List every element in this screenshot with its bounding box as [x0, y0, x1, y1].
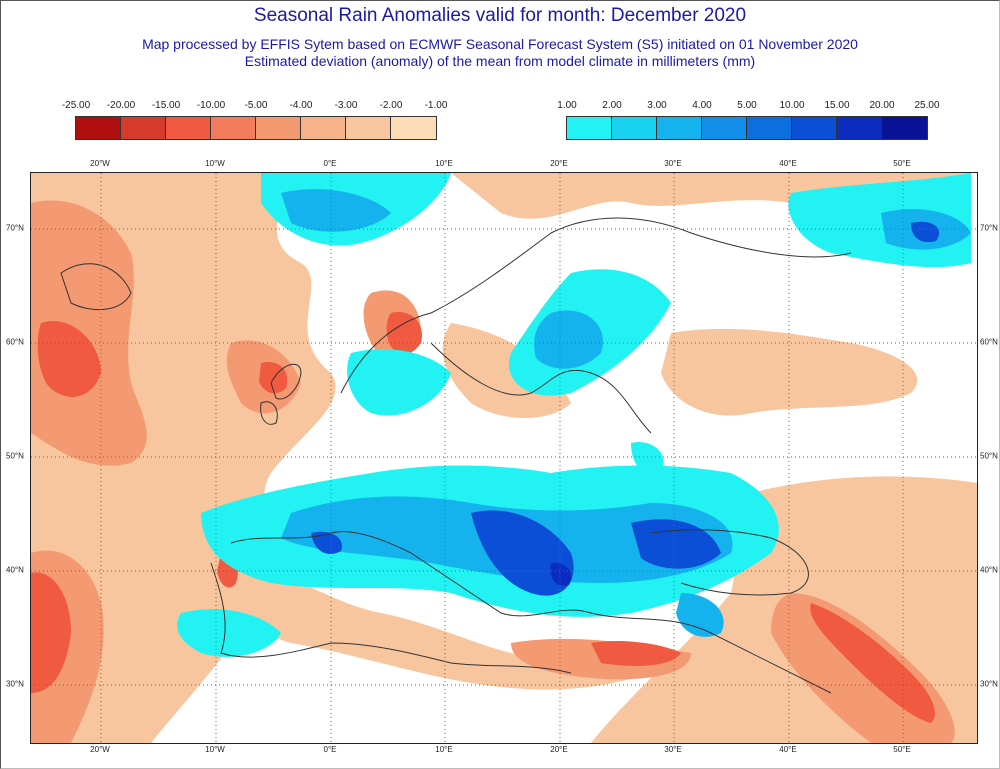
top-lon-tick-2: 0°E: [323, 159, 337, 168]
bottom-lon-tick-1: 10°W: [205, 745, 225, 754]
map-subtitle-processing: Map processed by EFFIS Sytem based on EC…: [142, 36, 858, 52]
bottom-lon-tick-0: 20°W: [90, 745, 110, 754]
map-subtitle-units: Estimated deviation (anomaly) of the mea…: [244, 53, 756, 69]
legend-positive-label-3: 4.00: [692, 100, 712, 111]
left-lat-tick-2: 50°N: [6, 451, 24, 461]
legend-positive-swatch-1: [612, 117, 657, 139]
top-lon-tick-5: 30°E: [664, 159, 682, 168]
map-title: Seasonal Rain Anomalies valid for month:…: [253, 5, 747, 26]
legend-negative-swatch-2: [166, 117, 211, 139]
legend-negative-label-1: -20.00: [106, 100, 136, 111]
right-lat-tick-4: 30°N: [980, 679, 998, 689]
left-lat-tick-0: 70°N: [6, 223, 24, 233]
legend-negative-label-3: -10.00: [196, 100, 226, 111]
top-lon-tick-6: 40°E: [779, 159, 797, 168]
legend-negative-swatch-6: [346, 117, 391, 139]
bottom-lon-tick-3: 10°E: [435, 745, 453, 754]
legend-positive-label-1: 2.00: [602, 100, 622, 111]
legend-negative-swatch-4: [256, 117, 301, 139]
legend-positive-label-7: 20.00: [869, 100, 895, 111]
legend-positive-label-5: 10.00: [779, 100, 805, 111]
legend-positive-label-2: 3.00: [647, 100, 667, 111]
legend-positive-swatch-6: [837, 117, 882, 139]
legend-positive-swatch-5: [792, 117, 837, 139]
right-lat-tick-0: 70°N: [980, 223, 998, 233]
legend-negative-label-8: -1.00: [424, 100, 448, 111]
bottom-lon-tick-5: 30°E: [664, 745, 682, 754]
left-lat-tick-3: 40°N: [6, 565, 24, 575]
legend-negative-label-7: -2.00: [379, 100, 403, 111]
right-lat-tick-2: 50°N: [980, 451, 998, 461]
legend-negative-swatch-7: [391, 117, 436, 139]
legend-negative-label-2: -15.00: [151, 100, 181, 111]
legend-positive-label-6: 15.00: [824, 100, 850, 111]
bottom-lon-tick-6: 40°E: [779, 745, 797, 754]
wet-anomaly-strong: [311, 221, 940, 596]
legend-positive-swatch-2: [657, 117, 702, 139]
legend-positive-swatch-3: [702, 117, 747, 139]
top-lon-tick-3: 10°E: [435, 159, 453, 168]
legend-positive-swatch-4: [747, 117, 792, 139]
left-lat-tick-1: 60°N: [6, 337, 24, 347]
legend-negative-label-5: -4.00: [289, 100, 313, 111]
legend-negative-colorbar: [75, 116, 437, 140]
top-lon-tick-0: 20°W: [90, 159, 110, 168]
legend-negative-swatch-5: [301, 117, 346, 139]
legend-negative-label-6: -3.00: [334, 100, 358, 111]
bottom-lon-tick-4: 20°E: [550, 745, 568, 754]
legend-positive-swatch-7: [882, 117, 927, 139]
dry-anomaly-strong: [31, 312, 935, 723]
legend-positive-label-4: 5.00: [737, 100, 757, 111]
top-lon-tick-4: 20°E: [550, 159, 568, 168]
left-lat-tick-4: 30°N: [6, 679, 24, 689]
legend-positive-swatch-0: [567, 117, 612, 139]
anomaly-map: [30, 172, 978, 744]
legend-negative-swatch-1: [121, 117, 166, 139]
legend-positive-colorbar: [566, 116, 928, 140]
right-lat-tick-1: 60°N: [980, 337, 998, 347]
top-lon-tick-1: 10°W: [205, 159, 225, 168]
legend-positive-label-8: 25.00: [914, 100, 940, 111]
graticule: [31, 173, 977, 743]
map-svg: [31, 173, 977, 743]
legend-negative-label-4: -5.00: [244, 100, 268, 111]
top-lon-tick-7: 50°E: [893, 159, 911, 168]
bottom-lon-tick-7: 50°E: [893, 745, 911, 754]
legend-negative-swatch-0: [76, 117, 121, 139]
right-lat-tick-3: 40°N: [980, 565, 998, 575]
wet-anomaly-extreme: [550, 562, 572, 586]
bottom-lon-tick-2: 0°E: [323, 745, 337, 754]
legend-positive-label-0: 1.00: [557, 100, 577, 111]
legend-negative-label-0: -25.00: [61, 100, 91, 111]
legend-negative-swatch-3: [211, 117, 256, 139]
